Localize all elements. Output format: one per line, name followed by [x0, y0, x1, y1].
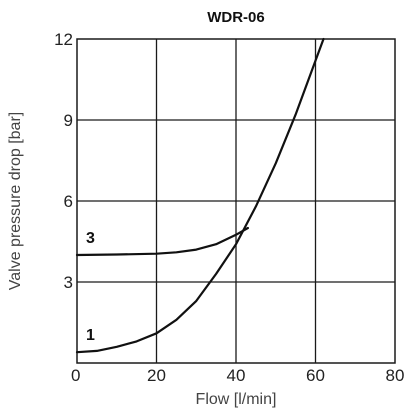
x-tick-label-1: 20 — [147, 366, 166, 385]
plot-frame — [76, 38, 396, 364]
x-tick-labels: 0 20 40 60 80 — [71, 366, 404, 385]
y-tick-label-2: 9 — [64, 111, 73, 130]
y-axis-label: Valve pressure drop [bar] — [7, 112, 24, 290]
series-1-line — [75, 37, 325, 354]
x-axis-label: Flow [l/min] — [196, 391, 277, 408]
y-tick-labels: 3 6 9 12 — [54, 30, 73, 292]
x-tick-label-3: 60 — [306, 366, 325, 385]
grid — [77, 39, 395, 363]
x-tick-label-0: 0 — [71, 366, 80, 385]
y-tick-label-1: 6 — [64, 192, 73, 211]
x-tick-label-2: 40 — [227, 366, 246, 385]
series-1-label: 1 — [86, 327, 95, 344]
series-3-line — [75, 226, 249, 257]
series-layer: 13 — [75, 37, 325, 354]
series-3-label: 3 — [86, 230, 95, 247]
y-tick-label-0: 3 — [64, 273, 73, 292]
y-tick-label-3: 12 — [54, 30, 73, 49]
chart-title: WDR-06 — [207, 9, 265, 26]
x-tick-label-4: 80 — [386, 366, 405, 385]
